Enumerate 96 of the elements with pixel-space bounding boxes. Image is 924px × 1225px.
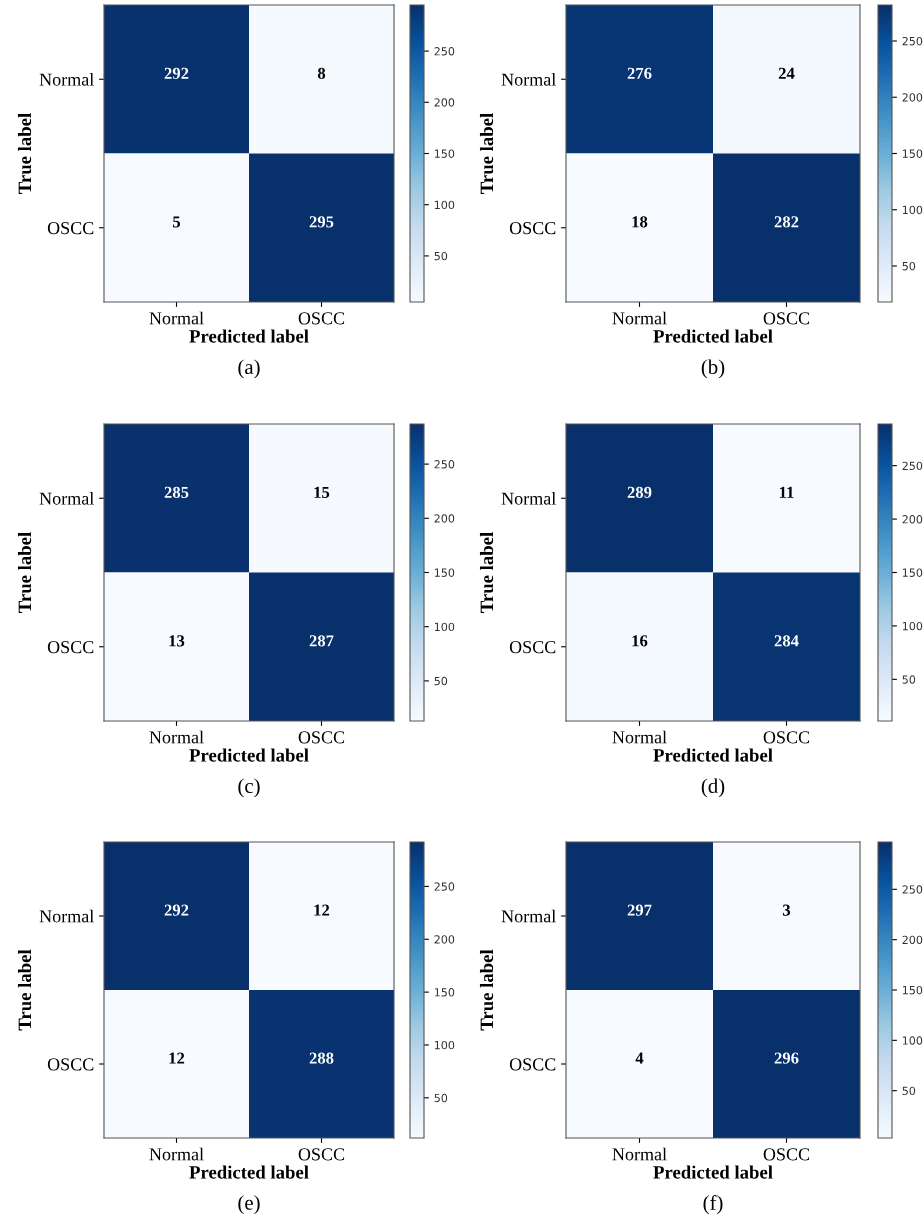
y-tick-label: Normal xyxy=(501,491,556,505)
data-label: 3 xyxy=(782,904,791,916)
color-bar-label: 100 xyxy=(902,621,923,631)
text: (e) xyxy=(238,1195,260,1215)
color-bar-label: 100 xyxy=(434,622,455,632)
data-label: 284 xyxy=(774,635,799,647)
data-label: 24 xyxy=(778,67,795,79)
color-bar-label: 150 xyxy=(434,988,455,997)
y-tick-label: OSCC xyxy=(47,1058,94,1071)
x-axis-title: Predicted label xyxy=(653,329,773,343)
data-label: 288 xyxy=(309,1052,334,1064)
data-label: 5 xyxy=(173,216,181,228)
y-tick-label: Normal xyxy=(39,909,94,923)
data-label: 8 xyxy=(317,67,326,79)
color-bar-label: 200 xyxy=(902,935,923,945)
color-bar-label: 250 xyxy=(902,885,923,894)
color-bar-label: 150 xyxy=(902,568,923,577)
text: (d) xyxy=(701,778,725,798)
y-axis-title: True label xyxy=(17,113,32,194)
y-tick-label: OSCC xyxy=(509,222,556,235)
data-label: 13 xyxy=(169,635,185,647)
color-bar-label: 250 xyxy=(902,36,923,46)
data-label: 287 xyxy=(309,635,334,647)
color-bar-label: 250 xyxy=(902,461,923,471)
data-label: 285 xyxy=(164,486,189,498)
x-tick-label: OSCC xyxy=(298,731,345,744)
data-label: 292 xyxy=(164,904,189,916)
x-tick-label: Normal xyxy=(612,730,667,744)
y-tick-label: Normal xyxy=(501,909,556,923)
data-label: 289 xyxy=(627,486,652,498)
x-axis-title: Predicted label xyxy=(653,748,773,762)
y-tick-label: Normal xyxy=(39,491,94,505)
color-bar-label: 250 xyxy=(434,47,455,56)
color-bar-label: 150 xyxy=(434,568,455,577)
x-tick-label: Normal xyxy=(149,1147,204,1161)
data-label: 297 xyxy=(627,904,652,916)
color-bar-label: 50 xyxy=(434,1093,448,1103)
data-label: 276 xyxy=(627,67,652,79)
x-tick-label: Normal xyxy=(149,730,204,744)
color-bar-label: 50 xyxy=(902,675,916,684)
y-tick-label: Normal xyxy=(501,72,556,86)
color-bar-label: 150 xyxy=(902,149,923,158)
color-bar-label: 100 xyxy=(434,1040,455,1050)
text: (a) xyxy=(238,359,260,379)
data-label: 11 xyxy=(779,486,794,498)
color-bar-label: 250 xyxy=(434,882,455,891)
color-bar-label: 50 xyxy=(434,676,448,686)
x-axis-title: Predicted label xyxy=(189,1165,309,1179)
x-tick-label: Normal xyxy=(149,311,204,325)
x-axis-title: Predicted label xyxy=(189,329,309,343)
color-bar-label: 50 xyxy=(902,261,916,271)
color-bar-label: 200 xyxy=(434,514,455,523)
color-bar-label: 200 xyxy=(902,515,923,524)
x-axis-title: Predicted label xyxy=(653,1165,773,1179)
y-tick-label: OSCC xyxy=(509,641,556,654)
text: (f) xyxy=(703,1195,723,1215)
y-axis-title: True label xyxy=(479,113,494,194)
color-bar-label: 150 xyxy=(902,985,923,995)
data-label: 4 xyxy=(635,1052,644,1064)
x-tick-label: OSCC xyxy=(763,1148,810,1161)
y-axis-title: True label xyxy=(479,532,494,613)
data-label: 292 xyxy=(164,67,189,79)
y-axis-title: True label xyxy=(17,532,32,613)
data-label: 16 xyxy=(632,635,648,647)
y-tick-label: OSCC xyxy=(509,1058,556,1071)
color-bar-label: 200 xyxy=(434,98,455,107)
data-label: 12 xyxy=(169,1052,185,1064)
y-axis-title: True label xyxy=(17,949,32,1031)
x-tick-label: OSCC xyxy=(763,312,810,325)
data-label: 12 xyxy=(314,904,330,916)
data-label: 282 xyxy=(774,216,799,228)
color-bar-label: 200 xyxy=(902,93,923,102)
y-tick-label: OSCC xyxy=(47,222,94,235)
color-bar-label: 50 xyxy=(902,1086,916,1096)
data-label: 296 xyxy=(774,1052,799,1064)
data-label: 18 xyxy=(632,216,648,228)
x-tick-label: Normal xyxy=(612,311,667,325)
color-bar-label: 100 xyxy=(434,200,455,210)
y-tick-label: OSCC xyxy=(47,641,94,654)
x-axis-title: Predicted label xyxy=(189,748,309,762)
data-label: 295 xyxy=(309,216,334,228)
text: (b) xyxy=(701,359,725,379)
y-axis-title: True label xyxy=(479,949,494,1031)
x-tick-label: OSCC xyxy=(298,1148,345,1161)
color-bar-label: 50 xyxy=(434,251,448,261)
x-tick-label: Normal xyxy=(612,1147,667,1161)
text: (c) xyxy=(238,778,260,798)
data-label: 15 xyxy=(314,486,330,498)
color-bar-label: 100 xyxy=(902,1036,923,1045)
color-bar-label: 150 xyxy=(434,149,455,158)
y-tick-label: Normal xyxy=(39,72,94,86)
color-bar-label: 200 xyxy=(434,935,455,944)
x-tick-label: OSCC xyxy=(763,731,810,744)
x-tick-label: OSCC xyxy=(298,312,345,325)
color-bar-label: 100 xyxy=(902,205,923,215)
color-bar-label: 250 xyxy=(434,460,455,469)
